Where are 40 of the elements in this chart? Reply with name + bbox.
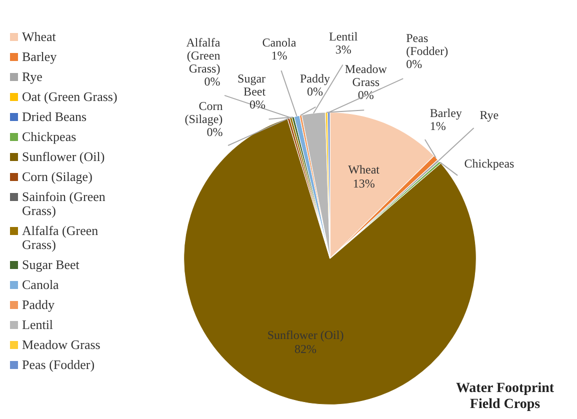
data-label: 82% [294, 342, 317, 356]
slice-label: Rye [480, 108, 499, 122]
slice-label: Chickpeas [464, 156, 515, 171]
legend-label: Dried Beans [22, 109, 87, 124]
data-label: 3% [335, 42, 352, 56]
legend-label: Rye [22, 69, 42, 84]
legend-label: Lentil [22, 317, 54, 332]
legend-label: Barley [22, 49, 57, 64]
legend-label: Chickpeas [22, 129, 76, 144]
data-label: 0% [250, 97, 266, 112]
legend-label: Alfalfa (Green Grass) [22, 223, 100, 252]
legend-label: Meadow Grass [22, 337, 100, 352]
data-label: 0% [406, 56, 422, 71]
legend-label: Canola [22, 277, 59, 292]
legend-label: Sugar Beet [22, 257, 80, 272]
slice-label: Canola [262, 35, 297, 50]
data-label: 13% [352, 176, 375, 191]
slice-label: Alfalfa (Green Grass) [186, 35, 221, 76]
slice-label: Sunflower (Oil) [267, 328, 344, 342]
slice-label: Sugar Beet [238, 71, 266, 98]
slice-label: Peas (Fodder) [406, 30, 448, 58]
slice-label: Paddy [300, 72, 330, 86]
slice-label: Corn (Silage) [184, 99, 223, 126]
legend-label: Wheat [22, 29, 56, 44]
data-label: 1% [430, 118, 446, 133]
slice-label: Lentil [329, 29, 358, 44]
legend-label: Corn (Silage) [22, 169, 92, 184]
legend-label: Sunflower (Oil) [22, 149, 105, 164]
slice-label: Meadow Grass [344, 62, 388, 90]
legend-label: Sainfoin (Green Grass) [22, 189, 106, 218]
data-label: 0% [306, 84, 323, 99]
legend-label: Oat (Green Grass) [22, 89, 118, 104]
data-label: 0% [204, 74, 220, 88]
slice-label: Wheat [348, 162, 380, 177]
data-label: 0% [206, 125, 223, 140]
legend-label: Paddy [22, 297, 54, 312]
text: Water Footprint Field Crops [454, 381, 556, 413]
slice-label: Barley [430, 106, 462, 120]
legend-label: Peas (Fodder) [22, 357, 95, 372]
data-label: 1% [271, 48, 288, 62]
